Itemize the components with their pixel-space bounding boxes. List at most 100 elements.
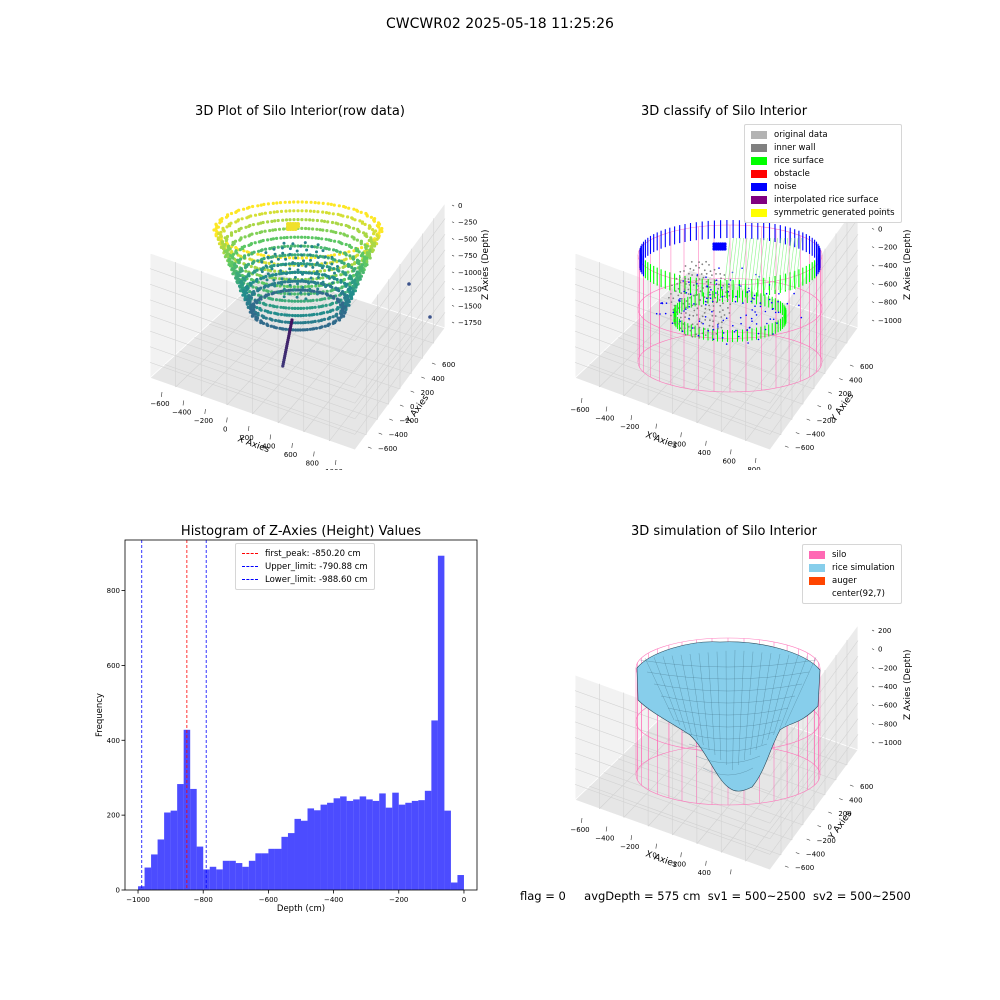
classify-wall-point <box>687 326 690 328</box>
raw-point <box>270 219 274 223</box>
figure-title: CWCWR02 2025-05-18 11:25:26 <box>386 16 614 32</box>
legend-label: rice surface <box>774 155 824 166</box>
simulation-x-tick-mark <box>730 869 732 875</box>
legend-label: symmetric generated points <box>774 207 895 218</box>
raw-point <box>315 261 319 265</box>
classify-noise-point <box>717 324 719 326</box>
raw-point <box>244 269 248 273</box>
raw-point <box>332 248 336 252</box>
classify-noise-point <box>759 305 762 308</box>
raw-y-tick-label: 600 <box>442 361 455 369</box>
simulation-y-tick-mark <box>784 865 789 868</box>
raw-point <box>327 211 331 215</box>
raw-point <box>321 276 325 280</box>
classify-wall-point <box>716 293 719 296</box>
raw-point <box>350 265 354 270</box>
legend-entry: obstacle <box>751 167 895 180</box>
raw-point <box>247 272 251 276</box>
raw-point <box>258 273 262 278</box>
raw-point <box>330 255 334 259</box>
raw-point <box>291 261 295 265</box>
classify-wall-point <box>708 291 711 294</box>
classify-noise-point <box>688 281 690 284</box>
raw-point <box>315 227 319 231</box>
classify-wall-point <box>705 280 708 283</box>
raw-point <box>296 321 300 325</box>
raw-point <box>255 231 259 235</box>
classify-noise-point <box>729 279 732 281</box>
classify-cluster-point <box>712 242 716 246</box>
classify-wall-point <box>680 297 683 300</box>
classify-cluster-point <box>723 242 727 246</box>
classify-wall-point <box>700 305 703 307</box>
raw-point <box>316 256 320 259</box>
classify-x-tick-mark <box>755 457 757 463</box>
surface-mesh-line <box>761 653 781 746</box>
raw-point <box>322 219 327 223</box>
classify-wall-point <box>696 293 698 296</box>
classify-surface-hatch <box>764 237 772 291</box>
classify-y-tick-label: 200 <box>838 390 851 398</box>
raw-point <box>309 320 313 324</box>
raw-point <box>315 298 319 302</box>
classify-wall-point <box>722 284 724 287</box>
raw-point <box>245 250 249 254</box>
raw-point <box>380 226 384 231</box>
histogram-bar <box>431 720 438 890</box>
raw-point <box>289 244 293 248</box>
raw-y-tick-label: −600 <box>378 445 397 453</box>
raw-x-tick-label: 0 <box>223 426 227 434</box>
raw-point <box>353 218 357 222</box>
classify-noise-point <box>702 322 704 325</box>
raw-point <box>271 228 275 232</box>
raw-point <box>327 296 331 300</box>
raw-point <box>251 280 255 284</box>
classify-wall-point <box>712 309 715 312</box>
simulation-y-tick-label: −600 <box>795 864 814 872</box>
raw-point <box>315 292 319 296</box>
classify-wall-point <box>670 301 673 303</box>
classify-noise-point <box>711 310 713 313</box>
histogram-bar <box>372 800 380 890</box>
raw-point <box>279 312 284 317</box>
simulation-y-ticks: −600 −400 −200 0 200 400 600 <box>784 783 873 872</box>
classify-wall-point <box>701 315 704 318</box>
classify-noise-point <box>764 328 767 331</box>
grid-line <box>354 249 446 373</box>
raw-point <box>307 281 311 285</box>
raw-point <box>346 215 350 219</box>
raw-point <box>243 235 247 239</box>
raw-point <box>372 232 376 236</box>
raw-point <box>238 284 242 288</box>
raw-point <box>256 252 260 256</box>
legend-label: interpolated rice surface <box>774 194 879 205</box>
classify-wall-point <box>685 283 687 285</box>
classify-noise-point <box>748 327 751 329</box>
classify-noise-point <box>750 317 753 320</box>
raw-point <box>287 262 291 266</box>
classify-noise-point <box>705 303 707 306</box>
classify-wall-point <box>675 277 678 280</box>
raw-point <box>325 247 329 251</box>
classify-noise-point <box>717 326 719 328</box>
raw-z-ticks: 0 −250 −500 −750 −1000 −1250 −1500 −1750 <box>451 202 482 327</box>
raw-point <box>317 201 321 205</box>
classify-wall-point <box>726 299 729 301</box>
raw-point <box>316 276 320 279</box>
classify-x-label: X Axies <box>644 430 679 451</box>
raw-point <box>315 270 319 274</box>
raw-point <box>306 299 310 303</box>
raw-point <box>264 274 268 279</box>
raw-point <box>314 236 318 240</box>
raw-point <box>267 261 271 265</box>
histogram-bar <box>457 875 464 890</box>
raw-point <box>344 253 348 257</box>
raw-z-tick-label: −1750 <box>458 319 482 327</box>
raw-point <box>266 284 270 288</box>
raw-point <box>246 262 251 266</box>
raw-point <box>243 254 247 258</box>
legend-entry: Upper_limit: -790.88 cm <box>242 560 368 573</box>
raw-point <box>335 249 339 253</box>
raw-point <box>249 277 254 282</box>
